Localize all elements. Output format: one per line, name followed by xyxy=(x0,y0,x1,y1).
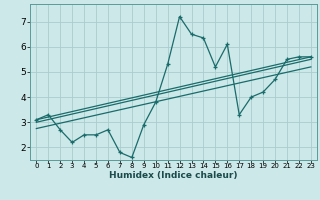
X-axis label: Humidex (Indice chaleur): Humidex (Indice chaleur) xyxy=(109,171,238,180)
